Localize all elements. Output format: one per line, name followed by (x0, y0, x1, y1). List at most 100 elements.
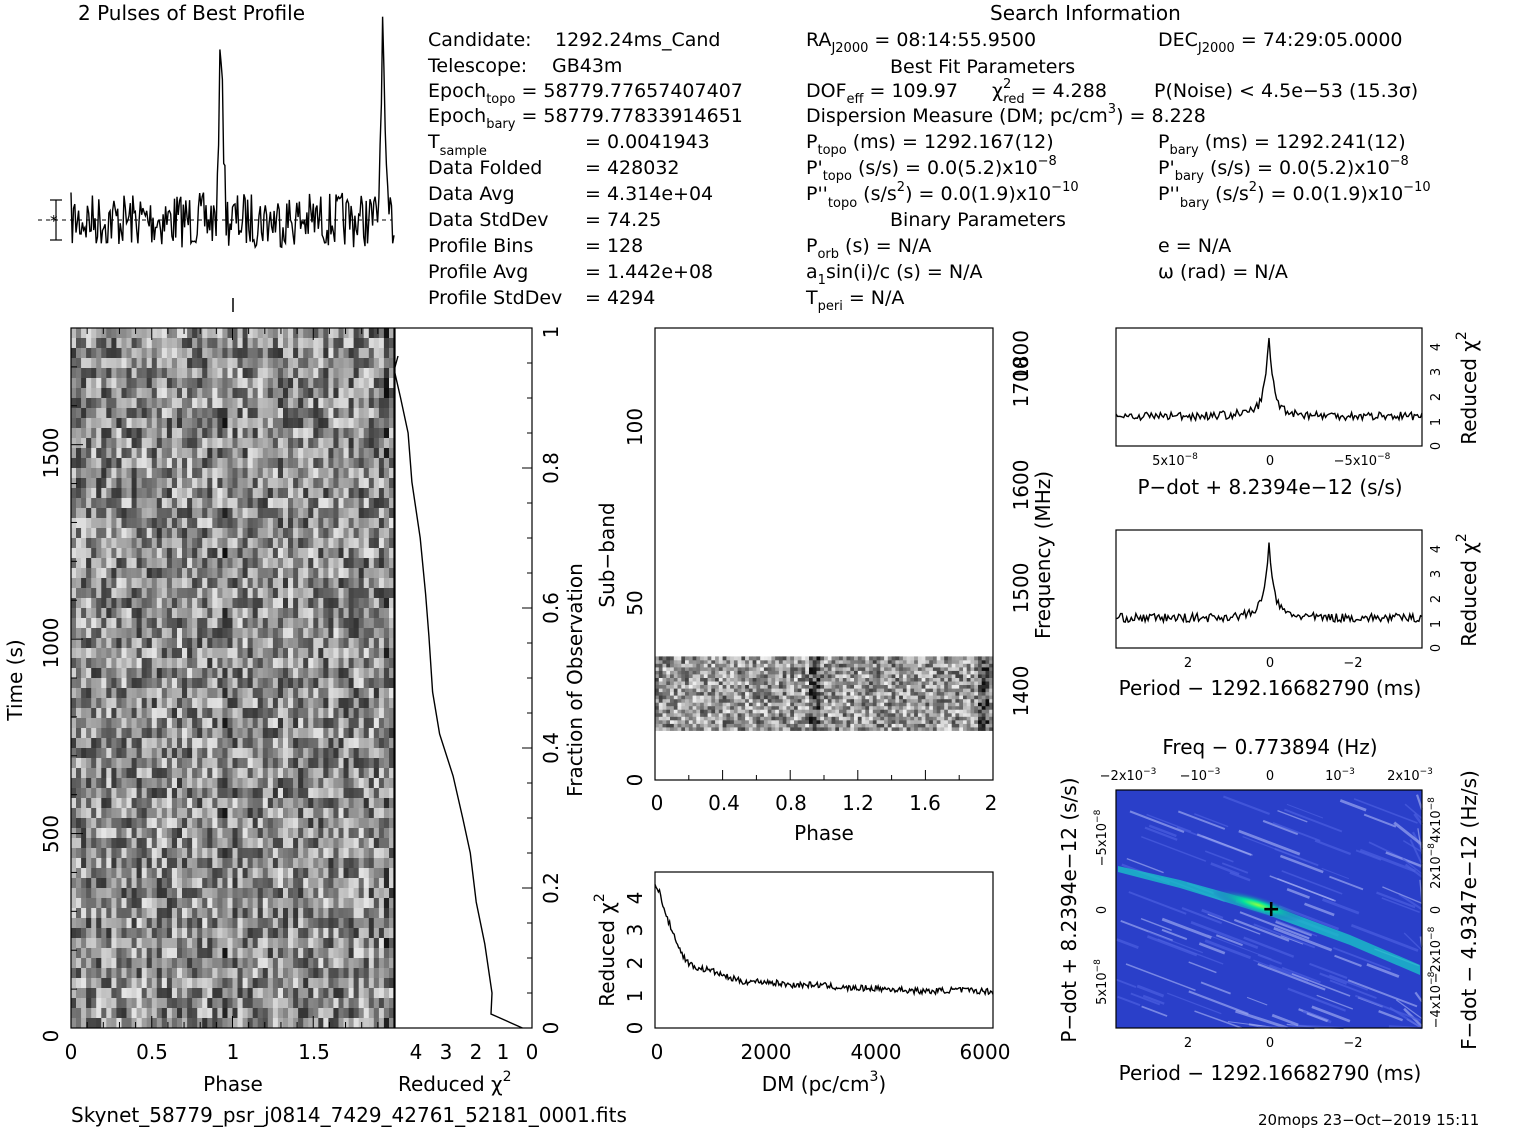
time-phase-cell (272, 668, 279, 679)
subband-cell (794, 723, 799, 728)
subband-cell (861, 727, 866, 731)
subband-cell (854, 727, 859, 731)
time-phase-cell (318, 598, 324, 609)
time-phase-cell (76, 678, 82, 689)
time-phase-cell (363, 498, 370, 509)
subband-cell (831, 720, 836, 724)
time-phase-cell (222, 338, 228, 349)
time-phase-cell (222, 808, 228, 819)
time-phase-cell (378, 638, 385, 649)
time-phase-cell (363, 1008, 370, 1019)
time-phase-cell (333, 508, 339, 519)
time-phase-cell (348, 448, 354, 459)
time-phase-cell (303, 578, 309, 589)
subband-cell (812, 727, 817, 731)
time-phase-cell (131, 478, 137, 489)
time-phase-cell (343, 518, 349, 529)
time-phase-cell (131, 668, 137, 679)
time-phase-cell (71, 568, 77, 579)
subband-cell (850, 716, 855, 721)
subband-cell (685, 712, 690, 717)
time-phase-cell (383, 478, 390, 489)
time-phase-cell (76, 708, 82, 719)
time-phase-cell (136, 728, 142, 739)
time-phase-cell (212, 1008, 218, 1019)
time-phase-cell (76, 758, 82, 769)
time-phase-cell (293, 698, 299, 709)
time-phase-cell (308, 658, 314, 669)
time-phase-cell (283, 508, 289, 519)
subband-cell (696, 723, 701, 728)
time-phase-cell (257, 598, 264, 609)
time-phase-cell (106, 658, 112, 669)
time-phase-cell (383, 588, 390, 599)
time-phase-cell (96, 868, 102, 879)
time-phase-cell (116, 518, 122, 529)
time-phase-cell (389, 978, 395, 989)
time-phase-cell (136, 568, 142, 579)
time-phase-cell (313, 588, 319, 599)
time-phase-cell (121, 818, 127, 829)
time-phase-cell (177, 868, 183, 879)
time-phase-cell (192, 558, 198, 569)
time-phase-cell (308, 818, 314, 829)
time-phase-cell (81, 828, 87, 839)
time-phase-cell (338, 468, 344, 479)
time-phase-cell (106, 708, 112, 719)
time-phase-cell (252, 808, 259, 819)
time-phase-cell (318, 378, 324, 389)
time-phase-cell (166, 928, 173, 939)
time-phase-cell (81, 838, 87, 849)
time-phase-cell (182, 798, 188, 809)
time-phase-cell (171, 838, 178, 849)
time-phase-cell (272, 688, 279, 699)
subband-cell (846, 723, 851, 728)
time-phase-cell (252, 348, 259, 359)
time-phase-cell (353, 568, 359, 579)
time-phase-cell (76, 788, 82, 799)
time-phase-cell (126, 628, 132, 639)
time-phase-cell (146, 408, 153, 419)
time-phase-cell (177, 408, 183, 419)
time-phase-cell (338, 948, 344, 959)
time-phase-cell (182, 578, 188, 589)
time-phase-cell (182, 998, 188, 1009)
subband-cell (827, 712, 832, 717)
subband-cell (880, 716, 885, 721)
time-phase-cell (363, 808, 370, 819)
time-phase-cell (328, 738, 334, 749)
time-phase-cell (338, 968, 344, 979)
time-phase-cell (166, 418, 173, 429)
time-phase-cell (293, 658, 299, 669)
time-phase-cell (76, 888, 82, 899)
time-phase-cell (187, 628, 193, 639)
time-phase-cell (71, 998, 77, 1009)
time-phase-cell (222, 968, 228, 979)
time-phase-cell (111, 378, 117, 389)
time-phase-cell (197, 958, 203, 969)
time-phase-cell (116, 688, 122, 699)
time-phase-cell (207, 898, 213, 909)
time-phase-cell (252, 458, 259, 469)
time-phase-cell (136, 418, 142, 429)
subband-cell (673, 727, 678, 731)
subband-cell (963, 720, 968, 724)
time-phase-cell (232, 378, 238, 389)
subband-cell (906, 723, 911, 728)
time-phase-cell (368, 468, 375, 479)
time-phase-cell (202, 358, 208, 369)
time-phase-cell (237, 808, 243, 819)
time-phase-cell (247, 588, 253, 599)
time-phase-cell (318, 898, 324, 909)
time-phase-cell (232, 638, 238, 649)
time-phase-cell (192, 468, 198, 479)
time-phase-cell (187, 858, 193, 869)
time-phase-cell (247, 948, 253, 959)
time-phase-cell (378, 858, 385, 869)
time-phase-cell (237, 478, 243, 489)
time-phase-cell (267, 538, 274, 549)
time-phase-cell (353, 688, 359, 699)
subband-cell (974, 727, 979, 731)
time-phase-cell (343, 998, 349, 1009)
time-phase-cell (277, 738, 284, 749)
